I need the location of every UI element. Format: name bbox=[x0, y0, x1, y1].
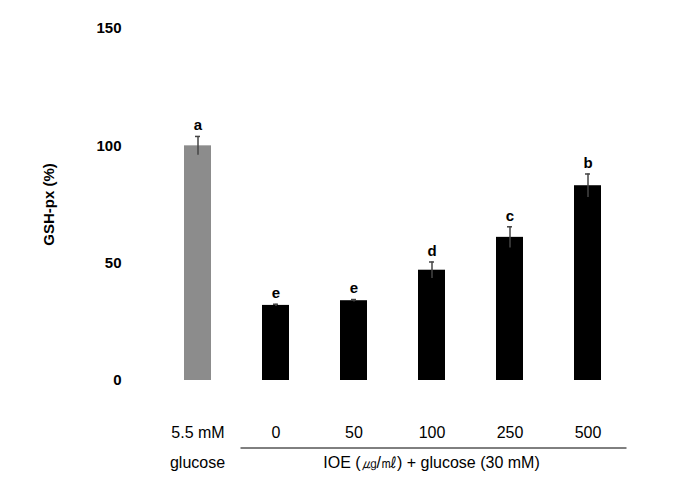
svg-text:500: 500 bbox=[575, 424, 602, 441]
svg-text:250: 250 bbox=[497, 424, 524, 441]
svg-text:glucose: glucose bbox=[170, 454, 225, 471]
svg-text:100: 100 bbox=[96, 137, 121, 154]
svg-text:e: e bbox=[350, 279, 358, 296]
svg-text:d: d bbox=[427, 242, 436, 259]
svg-text:b: b bbox=[583, 154, 592, 171]
svg-text:50: 50 bbox=[345, 424, 363, 441]
svg-text:100: 100 bbox=[419, 424, 446, 441]
svg-text:0: 0 bbox=[113, 371, 121, 388]
svg-text:a: a bbox=[194, 116, 203, 133]
svg-text:e: e bbox=[272, 284, 280, 301]
svg-text:IOE (㎍/㎖) + glucose (30 mM): IOE (㎍/㎖) + glucose (30 mM) bbox=[323, 454, 540, 471]
svg-text:5.5 mM: 5.5 mM bbox=[171, 424, 224, 441]
svg-text:0: 0 bbox=[272, 424, 281, 441]
svg-text:GSH-px (%): GSH-px (%) bbox=[40, 163, 57, 246]
svg-text:c: c bbox=[506, 207, 514, 224]
svg-text:50: 50 bbox=[105, 254, 122, 271]
svg-text:150: 150 bbox=[96, 19, 121, 36]
